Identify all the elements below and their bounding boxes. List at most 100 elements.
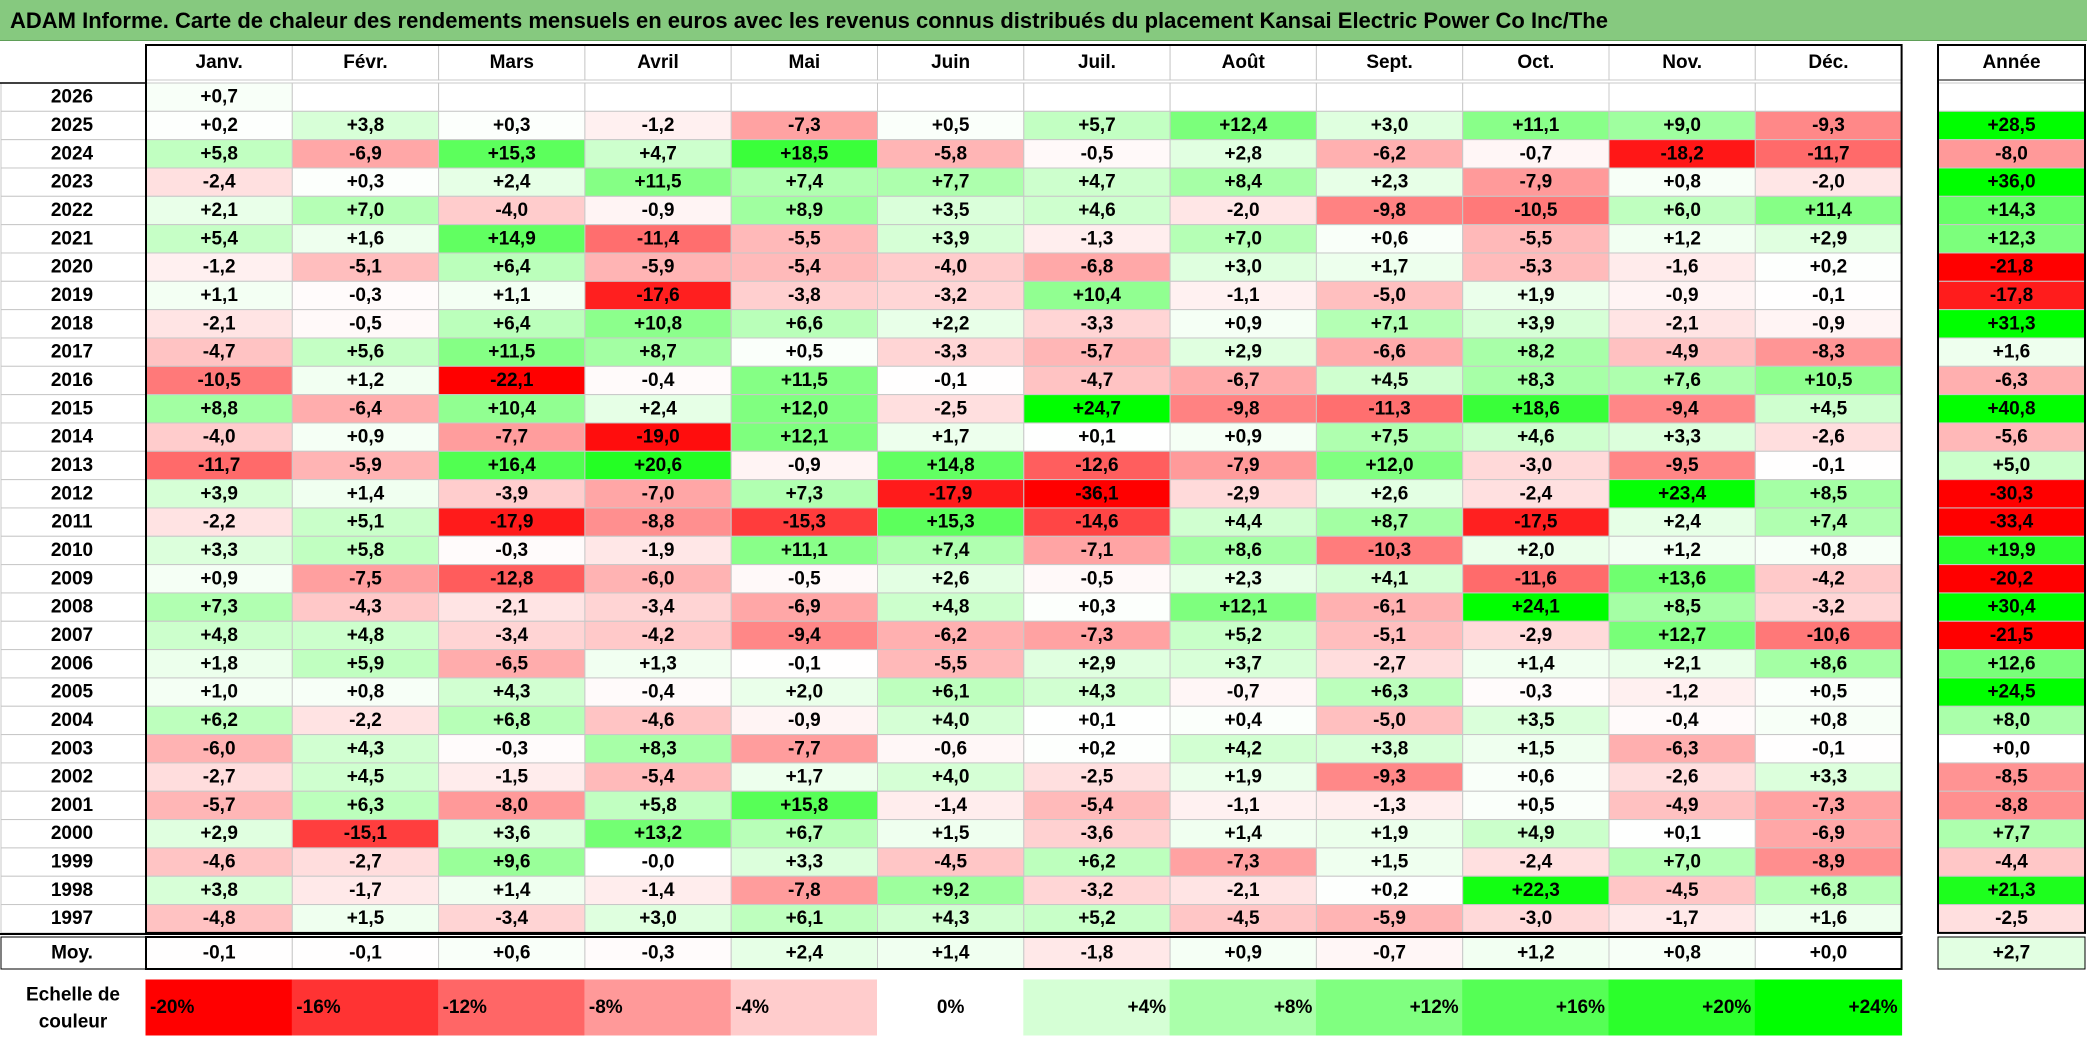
heatmap-cell xyxy=(584,110,732,141)
heatmap-cell xyxy=(1462,507,1610,537)
year-label: 1999 xyxy=(51,852,93,873)
heatmap-cell-value: +11,5 xyxy=(635,172,682,193)
heatmap-cell xyxy=(1754,82,1903,112)
year-label: 2017 xyxy=(51,342,93,363)
scale-swatch xyxy=(438,979,586,1036)
year-label: 2010 xyxy=(51,540,93,561)
heatmap-cell-value: -2,9 xyxy=(1227,483,1260,504)
heatmap-cell xyxy=(730,422,879,452)
heatmap-cell-value: +12,7 xyxy=(1658,625,1706,646)
heatmap-cell-value: -7,3 xyxy=(788,115,821,136)
heatmap-cell xyxy=(291,620,440,651)
scale-swatch-label: +20% xyxy=(1702,997,1751,1018)
heatmap-cell xyxy=(1754,790,1903,821)
heatmap-cell-value: +11,5 xyxy=(781,370,828,391)
heatmap-cell-value: +13,2 xyxy=(634,823,682,844)
heatmap-cell xyxy=(1023,337,1171,367)
heatmap-cell-value: -18,2 xyxy=(1660,143,1703,164)
heatmap-cell-value: -1,7 xyxy=(1666,908,1699,929)
annual-cell-value: +28,5 xyxy=(1987,115,2036,136)
heatmap-cell-value: +0,8 xyxy=(1810,710,1848,731)
heatmap-cell-value: +12,1 xyxy=(1219,597,1268,618)
annual-cell xyxy=(1937,422,2086,452)
heatmap-cell xyxy=(877,394,1025,424)
heatmap-cell-value: -6,9 xyxy=(1812,823,1845,844)
heatmap-cell-value: -6,2 xyxy=(934,625,967,646)
heatmap-cell xyxy=(730,790,879,821)
year-label-cell xyxy=(0,280,147,311)
heatmap-cell xyxy=(1169,762,1317,792)
average-cell xyxy=(1754,936,1903,970)
heatmap-cell xyxy=(1023,479,1171,509)
heatmap-cell xyxy=(584,450,732,481)
heatmap-cell-value: +8,4 xyxy=(1224,172,1262,193)
heatmap-cell xyxy=(730,819,879,849)
heatmap-cell-value: -2,0 xyxy=(1227,200,1260,221)
heatmap-cell-value: +15,8 xyxy=(780,795,828,816)
average-cell-value: +0,0 xyxy=(1810,943,1848,964)
month-header-cell xyxy=(1315,44,1464,81)
heatmap-cell-value: -4,9 xyxy=(1666,795,1699,816)
heatmap-cell xyxy=(877,677,1025,707)
heatmap-cell xyxy=(584,677,732,707)
heatmap-cell xyxy=(1023,904,1171,934)
heatmap-cell xyxy=(1169,564,1317,594)
heatmap-cell xyxy=(291,450,440,481)
heatmap-cell xyxy=(730,224,879,254)
heatmap-cell xyxy=(291,649,440,679)
heatmap-cell xyxy=(1023,705,1171,736)
heatmap-cell xyxy=(1023,450,1171,481)
annual-cell xyxy=(1937,734,2086,764)
heatmap-cell-value: -5,9 xyxy=(642,257,675,278)
heatmap-cell xyxy=(145,819,293,849)
scale-label: Echelle de xyxy=(26,985,120,1006)
scale-swatch xyxy=(730,979,879,1036)
heatmap-cell-value: -6,9 xyxy=(788,597,821,618)
heatmap-cell-value: -3,3 xyxy=(1081,313,1114,334)
year-label-cell xyxy=(0,677,147,707)
heatmap-cell xyxy=(145,677,293,707)
heatmap-cell-value: -11,3 xyxy=(1368,398,1410,419)
heatmap-cell-value: -3,6 xyxy=(1081,823,1114,844)
heatmap-cell-value: +4,3 xyxy=(932,908,970,929)
heatmap-cell-value: -3,2 xyxy=(1081,880,1114,901)
heatmap-cell-value: -0,4 xyxy=(642,682,675,703)
heatmap-cell xyxy=(730,479,879,509)
heatmap-cell-value: +10,4 xyxy=(488,398,537,419)
heatmap-cell-value: +5,1 xyxy=(347,512,385,533)
heatmap-cell-value: +4,8 xyxy=(200,625,238,646)
heatmap-cell xyxy=(877,195,1025,226)
heatmap-cell-value: +8,5 xyxy=(1810,483,1848,504)
heatmap-cell-value: +1,1 xyxy=(493,285,531,306)
heatmap-cell-value: +0,4 xyxy=(1224,710,1262,731)
heatmap-cell-value: -0,1 xyxy=(1812,285,1845,306)
heatmap-cell-value: +18,6 xyxy=(1512,398,1560,419)
heatmap-cell-value: +4,8 xyxy=(932,597,970,618)
heatmap-cell-value: -0,9 xyxy=(788,710,821,731)
heatmap-cell-value: -9,3 xyxy=(1812,115,1845,136)
heatmap-cell xyxy=(1023,82,1171,112)
heatmap-cell xyxy=(730,337,879,367)
heatmap-cell-value: +0,5 xyxy=(1810,682,1848,703)
heatmap-cell xyxy=(584,592,732,622)
scale-swatch xyxy=(145,979,293,1036)
heatmap-cell-value: +8,7 xyxy=(1371,512,1409,533)
average-label-cell xyxy=(0,936,147,970)
month-header-label: Déc. xyxy=(1808,52,1848,73)
heatmap-cell xyxy=(1315,507,1464,537)
heatmap-cell-value: +0,2 xyxy=(200,115,238,136)
heatmap-cell xyxy=(877,790,1025,821)
heatmap-cell xyxy=(1754,479,1903,509)
heatmap-cell xyxy=(1462,82,1610,112)
heatmap-cell xyxy=(1754,649,1903,679)
year-label-cell xyxy=(0,110,147,141)
heatmap-cell-value: -0,9 xyxy=(1666,285,1699,306)
heatmap-cell-value: -7,3 xyxy=(1812,795,1845,816)
annual-cell xyxy=(1937,904,2086,934)
annual-cell-value: +8,0 xyxy=(1993,710,2031,731)
annual-cell-value: -8,0 xyxy=(1995,143,2028,164)
heatmap-cell xyxy=(438,677,586,707)
heatmap-cell xyxy=(584,620,732,651)
heatmap-cell xyxy=(145,365,293,396)
heatmap-cell xyxy=(145,280,293,311)
